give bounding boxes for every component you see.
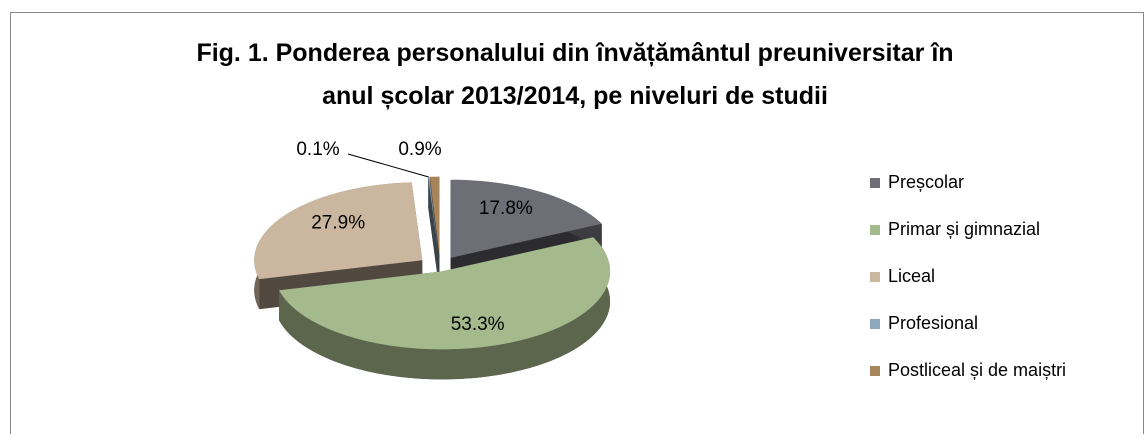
slice-outer [279,237,611,380]
legend-label: Profesional [888,313,978,333]
slice-top [428,176,439,255]
slice-wall [429,176,439,285]
chart-title: Fig. 1. Ponderea personalului din învăță… [196,39,954,110]
data-label: 0.1% [296,139,339,160]
legend-swatch [870,366,880,376]
legend-swatch [870,319,880,329]
data-label: 27.9% [311,213,365,234]
legend-label: Postliceal și de maiștri [888,360,1066,380]
legend-swatch [870,178,880,188]
slice-top [450,179,602,258]
legend-swatch [870,272,880,282]
legend-swatch [870,225,880,235]
slice [428,176,439,285]
slice-outer [428,176,430,207]
slice [279,237,611,380]
legend-label: Primar și gimnazial [888,219,1040,239]
slice-top [254,182,423,280]
legend-label: Liceal [888,266,935,286]
chart-border [10,12,1144,434]
slice-top [279,237,611,350]
legend-label: Preșcolar [888,172,964,192]
data-label: 0.9% [398,139,441,160]
title-box: Fig. 1. Ponderea personalului din învăță… [196,39,954,110]
data-label: 53.3% [451,314,505,335]
leader-line [347,153,429,178]
slice-top [429,176,440,255]
data-label: 17.8% [479,198,533,219]
